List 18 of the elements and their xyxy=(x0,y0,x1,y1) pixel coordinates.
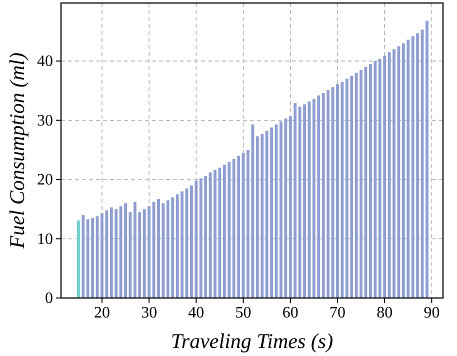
y-tick-label: 0 xyxy=(45,290,53,308)
bar xyxy=(82,215,85,298)
x-tick-label: 50 xyxy=(235,304,252,322)
y-axis-title: Fuel Consumption (ml) xyxy=(5,52,29,250)
x-tick-label: 60 xyxy=(282,304,298,322)
x-tick-label: 90 xyxy=(424,304,440,322)
x-tick-label: 40 xyxy=(188,304,204,322)
y-tick-label: 10 xyxy=(37,230,53,248)
x-tick-label: 20 xyxy=(94,304,110,322)
bar xyxy=(426,20,428,298)
x-axis-title: Traveling Times (s) xyxy=(170,329,334,353)
y-tick-label: 20 xyxy=(37,172,53,189)
x-tick-label: 70 xyxy=(329,304,346,322)
x-tick-label: 30 xyxy=(141,304,158,322)
y-tick-label: 40 xyxy=(37,53,53,70)
x-tick-label: 80 xyxy=(376,304,393,322)
y-tick-label: 30 xyxy=(37,112,53,130)
bar xyxy=(76,220,80,298)
